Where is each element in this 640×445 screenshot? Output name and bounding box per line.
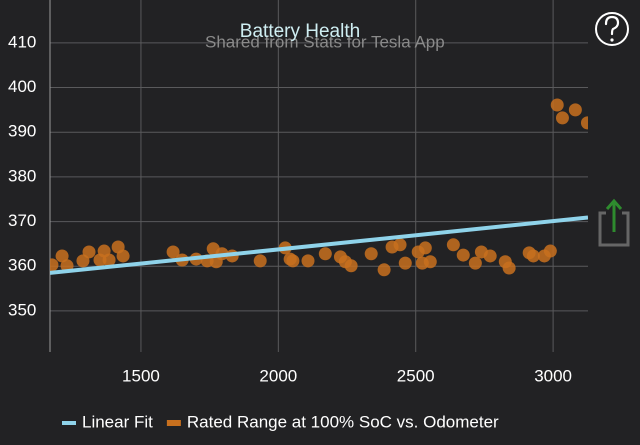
scatter-point <box>344 259 358 273</box>
scatter-point <box>102 253 116 267</box>
help-circle[interactable] <box>595 12 629 46</box>
scatter-point <box>166 245 180 259</box>
scatter-point <box>82 245 96 259</box>
scatter-point <box>550 98 564 112</box>
y-tick-label: 370 <box>8 211 36 230</box>
fit-line <box>50 215 588 275</box>
scatter-point <box>286 254 300 268</box>
scatter-point <box>377 263 391 277</box>
legend-label: Linear Fit <box>82 412 153 431</box>
y-tick-label: 400 <box>8 77 36 96</box>
scatter-point <box>543 244 557 258</box>
share-box[interactable] <box>598 211 630 247</box>
scatter-point <box>116 249 130 263</box>
scatter-point <box>580 116 588 130</box>
chart-title: Battery Health <box>240 21 360 42</box>
scatter-point <box>253 254 267 268</box>
scatter-point <box>301 254 315 268</box>
help-button[interactable] <box>595 12 629 46</box>
share-button[interactable] <box>598 198 630 247</box>
share-arrowhead[interactable] <box>605 198 623 210</box>
scatter-point <box>483 249 497 263</box>
scatter-point <box>456 248 470 262</box>
scatter-point <box>393 238 407 252</box>
legend-swatch <box>166 420 181 426</box>
labels: 350 360 370 380 390 400 410 1500 2000 2500 3000 <box>8 32 572 385</box>
scatter-point <box>364 247 378 261</box>
help-glyph[interactable] <box>604 15 620 36</box>
scatter-point <box>446 238 460 252</box>
legend-label: Rated Range at 100% SoC vs. Odometer <box>187 412 499 431</box>
scatter-point <box>568 103 582 117</box>
y-tick-label: 350 <box>8 300 36 319</box>
scatter-point <box>55 249 69 263</box>
plot-area <box>50 98 588 277</box>
scatter-point <box>502 261 516 275</box>
chart-subtitle: Shared from Stats for Tesla App <box>205 32 445 51</box>
y-tick-label: 360 <box>8 256 36 275</box>
grid <box>49 0 588 352</box>
x-tick-label: 3000 <box>534 366 572 385</box>
x-tick-label: 2000 <box>259 366 297 385</box>
x-tick-label: 1500 <box>122 366 160 385</box>
scatter-point <box>423 255 437 269</box>
help-dot[interactable] <box>610 38 614 42</box>
scatter-point <box>50 258 59 272</box>
scatter-point <box>526 249 540 263</box>
y-tick-label: 390 <box>8 122 36 141</box>
y-tick-label: 410 <box>8 32 36 51</box>
scatter-point <box>468 256 482 270</box>
scatter-point <box>318 247 332 261</box>
scatter-point <box>555 111 569 125</box>
scatter-point <box>418 241 432 255</box>
x-tick-label: 2500 <box>397 366 435 385</box>
legend: Linear Fit Rated Range at 100% SoC vs. Od… <box>62 412 499 431</box>
scatter-point <box>398 256 412 270</box>
y-tick-label: 380 <box>8 166 36 185</box>
